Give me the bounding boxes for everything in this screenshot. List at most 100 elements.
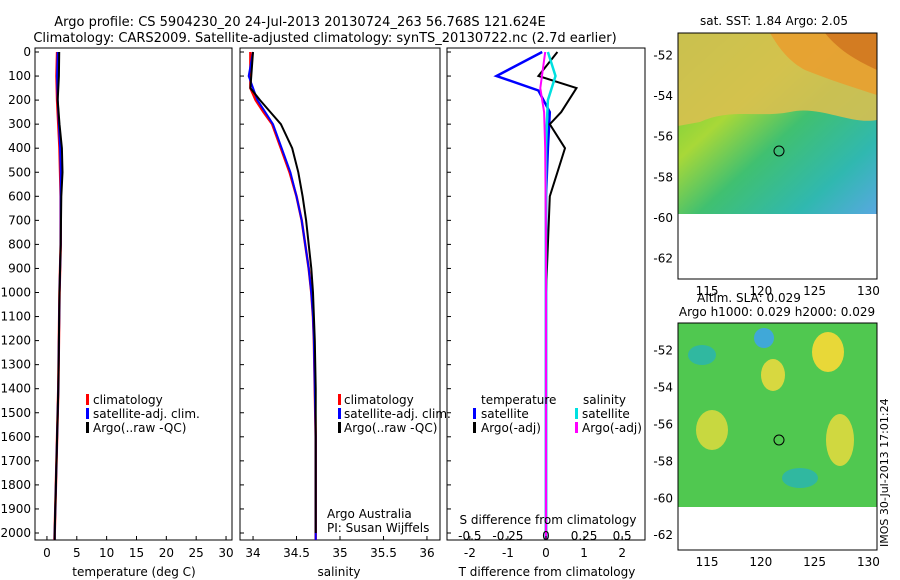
title-line-1: Argo profile: CS 5904230_20 24-Jul-2013 … [54,15,545,30]
lon-tick-label: 120 [749,555,772,569]
legend-swatch-argo [338,422,341,433]
lon-tick-label: 115 [696,555,719,569]
sst-map-title: sat. SST: 1.84 Argo: 2.05 [700,14,848,28]
legend-head-salinity: salinity [583,393,626,407]
sla-map-ticks: 115 120 125 130 -52 -54 -56 -58 -60 -62 [653,344,879,569]
temperature-legend: climatology satellite-adj. clim. Argo(..… [86,393,200,435]
depth-tick-label: 200 [8,93,31,107]
depth-tick-label: 800 [8,237,31,251]
lat-tick-label: -60 [653,491,673,505]
sst-map [677,32,878,280]
sla-low-3 [782,468,818,488]
lat-tick-label: -54 [653,381,673,395]
s-tick-label: 0.25 [571,529,598,543]
credit-line-2: PI: Susan Wijffels [327,521,429,535]
sla-map-title-2: Argo h1000: 0.029 h2000: 0.029 [679,305,875,319]
sla-high-2 [761,359,785,391]
lon-tick-label: 115 [696,284,719,298]
legend-label-satellite: satellite-adj. clim. [93,407,200,421]
sla-low-2 [688,345,716,365]
side-timestamp: IMOS 30-Jul-2013 17:01:24 [878,398,891,547]
temperature-profiles [53,51,64,540]
difference-profiles [493,50,579,540]
depth-tick-label: 1300 [0,358,31,372]
x-tick-label: 25 [189,546,204,560]
depth-tick-label: 500 [8,165,31,179]
depth-tick-label: 700 [8,213,31,227]
x-tick-label: 5 [73,546,81,560]
sla-map [677,322,878,551]
lon-tick-label: 125 [803,555,826,569]
sst-frame [677,32,878,280]
legend-swatch-satellite [338,408,341,419]
temperature-axes [34,47,233,541]
title-line-2: Climatology: CARS2009. Satellite-adjuste… [33,31,616,46]
sla-high-3 [696,410,728,450]
sla-high-4 [826,414,854,466]
sst-map-ticks: 115 120 125 130 -52 -54 -56 -58 -60 -62 [653,48,879,298]
s-difference-label: S difference from climatology [460,513,637,527]
depth-tick-label: 1700 [0,454,31,468]
x-tick-label: 35.5 [370,546,397,560]
depth-tick-label: 2000 [0,526,31,540]
s-tick-label: 0.5 [613,529,632,543]
x-tick-label: 0 [43,546,51,560]
depth-tick-label: 600 [8,189,31,203]
salinity-x-ticks: 34 34.5 35 35.5 36 [245,536,435,560]
difference-legend: temperature salinity satellite Argo(-adj… [473,393,642,435]
difference-x-label: T difference from climatology [458,565,636,579]
depth-tick-label: 1900 [0,502,31,516]
x-tick-label: 20 [159,546,174,560]
series-line-argo-raw-qc- [249,51,317,533]
x-tick-label: -1 [502,546,514,560]
lon-tick-label: 130 [857,284,880,298]
legend-label-s-argo: Argo(-adj) [582,421,642,435]
lat-tick-label: -62 [653,528,673,542]
credit-line-1: Argo Australia [327,507,412,521]
depth-tick-label: 1200 [0,334,31,348]
legend-label-satellite: satellite-adj. clim. [344,407,451,421]
x-tick-label: 34.5 [283,546,310,560]
temperature-x-ticks: 0 5 10 15 20 25 30 [43,536,234,560]
series-line-temperature-satellite [493,50,552,540]
s-tick-label: 0 [542,529,550,543]
depth-tick-label: 1400 [0,382,31,396]
legend-label-argo: Argo(..raw -QC) [344,421,437,435]
lon-tick-label: 125 [803,284,826,298]
legend-head-temperature: temperature [481,393,556,407]
depth-tick-label: 300 [8,117,31,131]
salinity-x-label: salinity [317,565,360,579]
lat-tick-label: -56 [653,130,673,144]
x-tick-label: 34 [245,546,260,560]
sla-frame [677,322,878,551]
depth-tick-label: 900 [8,261,31,275]
difference-x-ticks: -2 -1 0 1 2 [464,536,626,560]
x-tick-label: -2 [464,546,476,560]
depth-tick-label: 1000 [0,286,31,300]
x-tick-label: 35 [332,546,347,560]
lat-tick-label: -58 [653,454,673,468]
sla-high-1 [812,332,844,372]
legend-swatch-satellite [86,408,89,419]
depth-tick-label: 0 [23,45,31,59]
lon-tick-label: 130 [857,555,880,569]
series-line-argo-raw-qc- [53,51,64,540]
lat-tick-label: -52 [653,344,673,358]
legend-label-t-argo: Argo(-adj) [481,421,541,435]
lat-tick-label: -54 [653,89,673,103]
lat-tick-label: -58 [653,170,673,184]
depth-tick-label: 1600 [0,430,31,444]
lon-tick-label: 120 [749,284,772,298]
sst-nodata [678,214,877,279]
legend-label-s-satellite: satellite [582,407,630,421]
x-tick-label: 15 [129,546,144,560]
legend-swatch-t-satellite [473,408,476,419]
series-line-salinity-argo-adj- [539,51,547,540]
sla-nodata [678,507,877,550]
depth-tick-label: 400 [8,141,31,155]
lat-tick-label: -56 [653,418,673,432]
temperature-x-label: temperature (deg C) [72,565,195,579]
salinity-legend: climatology satellite-adj. clim. Argo(..… [338,393,451,435]
salinity-profiles [247,51,317,540]
